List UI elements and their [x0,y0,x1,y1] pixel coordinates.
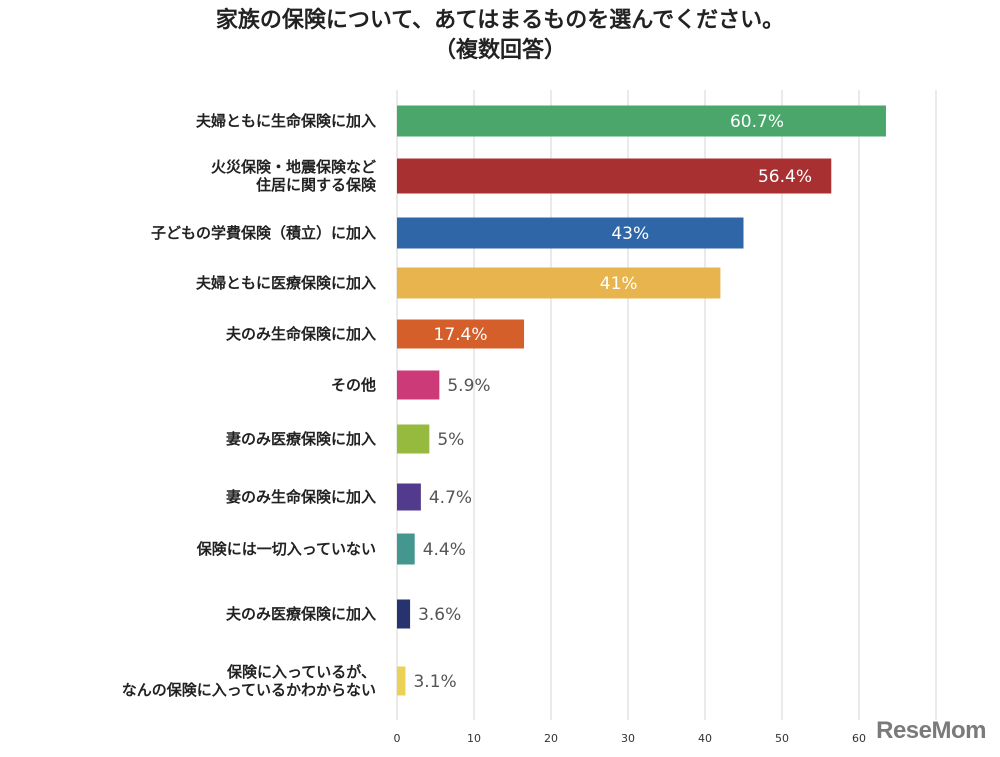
bar-value-label-3: 43% [611,224,649,244]
resemom-logo: ReseMom [876,717,986,744]
category-label-4: 夫婦ともに医療保険に加入 [196,274,376,292]
bar-9 [397,533,415,565]
x-tick-label-50: 50 [775,732,789,745]
category-label-9: 保険には一切入っていない [196,540,376,558]
bar-1 [397,105,886,137]
category-label-11-line-2: なんの保険に入っているかわからない [122,681,376,699]
chart-subtitle: （複数回答） [433,38,566,63]
bar-value-label-5: 17.4% [434,325,488,345]
x-tick-label-60: 60 [852,732,866,745]
bar-value-label-9: 4.4% [423,540,466,560]
bar-4 [397,267,721,299]
bar-2 [397,158,832,194]
bar-10 [397,599,411,629]
category-label-2-line-2: 住居に関する保険 [256,176,377,194]
category-label-10: 夫のみ医療保険に加入 [226,605,376,623]
bar-6 [397,370,440,400]
bar-7 [397,424,430,454]
bar-value-label-8: 4.7% [429,488,472,508]
x-tick-label-0: 0 [394,732,401,745]
category-label-1: 夫婦ともに生命保険に加入 [196,112,376,130]
bar-5 [397,319,525,349]
category-label-6: その他 [331,376,376,394]
bar-value-label-2: 56.4% [758,167,812,187]
x-tick-label-30: 30 [621,732,635,745]
bar-value-label-6: 5.9% [447,376,490,396]
category-label-3: 子どもの学費保険（積立）に加入 [151,224,376,242]
bar-value-label-4: 41% [600,274,638,294]
category-label-8: 妻のみ生命保険に加入 [226,488,376,506]
bar-8 [397,483,421,511]
bar-value-label-11: 3.1% [413,672,456,692]
category-label-11-line-1: 保険に入っているが、 [226,663,376,681]
chart-title-block: 家族の保険について、あてはまるものを選んでください。 （複数回答） [0,6,1000,66]
chart-title: 家族の保険について、あてはまるものを選んでください。 [215,8,785,33]
bar-3 [397,217,744,249]
bar-value-label-7: 5% [437,430,464,450]
category-label-5: 夫のみ生命保険に加入 [226,325,376,343]
bar-11 [397,666,406,696]
bar-value-label-1: 60.7% [730,112,784,132]
x-tick-label-20: 20 [544,732,558,745]
category-label-7: 妻のみ医療保険に加入 [226,430,376,448]
bar-value-label-10: 3.6% [418,605,461,625]
x-tick-label-40: 40 [698,732,712,745]
x-tick-label-10: 10 [467,732,481,745]
category-label-2-line-1: 火災保険・地震保険など [211,158,376,176]
